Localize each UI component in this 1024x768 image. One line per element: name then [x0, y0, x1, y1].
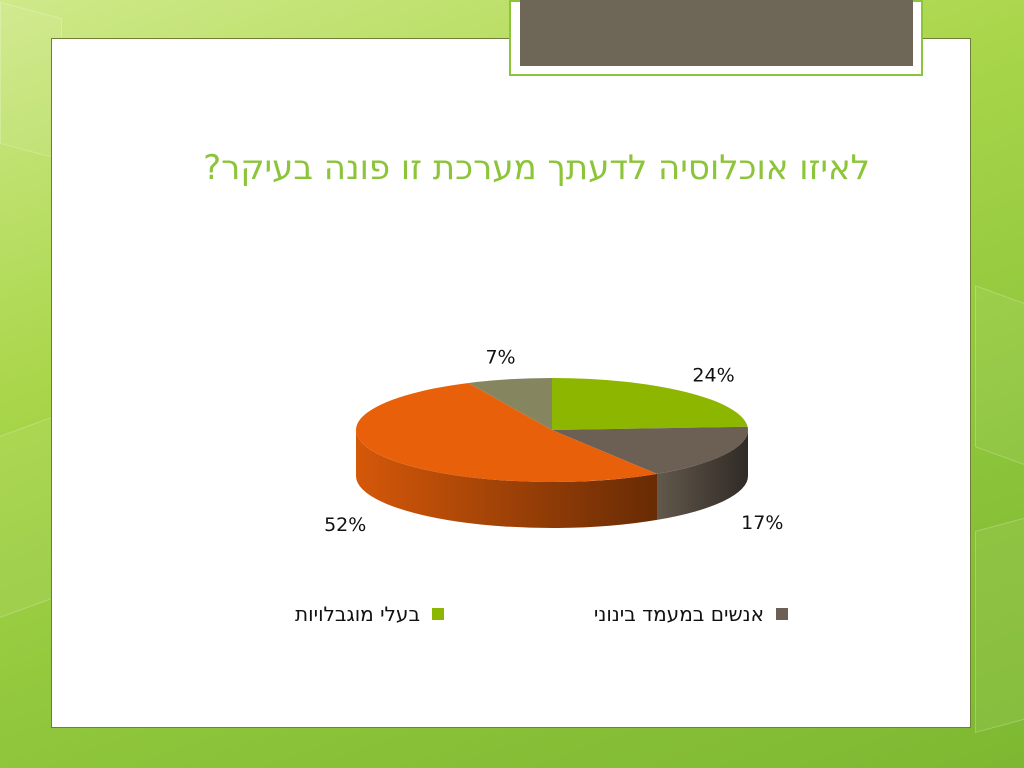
pie-slice-1 — [552, 426, 748, 474]
pie-slice-0 — [552, 378, 748, 430]
pie-side-2 — [356, 430, 658, 528]
legend-item-disabilities: בעלי מוגבלויות — [295, 600, 444, 628]
data-label-2: 52% — [324, 514, 366, 536]
header-tab-bar — [520, 0, 913, 66]
legend-label-disabilities: בעלי מוגבלויות — [295, 602, 420, 626]
data-label-1: 17% — [741, 512, 783, 534]
data-label-3: 7% — [485, 346, 515, 368]
slide-title: לאיזו אוכלוסיה לדעתך מערכת זו פונה בעיקר… — [203, 148, 870, 188]
pie-slice-2 — [355, 382, 658, 483]
pie-slice-3 — [468, 378, 552, 430]
legend-label-middle-class: אנשים במעמד בינוני — [593, 602, 764, 626]
pie-side-1 — [657, 430, 748, 520]
legend-item-middle-class: אנשים במעמד בינוני — [594, 600, 788, 628]
legend-swatch-disabilities — [432, 608, 444, 620]
legend-swatch-middle-class — [776, 608, 788, 620]
data-label-0: 24% — [692, 365, 734, 387]
